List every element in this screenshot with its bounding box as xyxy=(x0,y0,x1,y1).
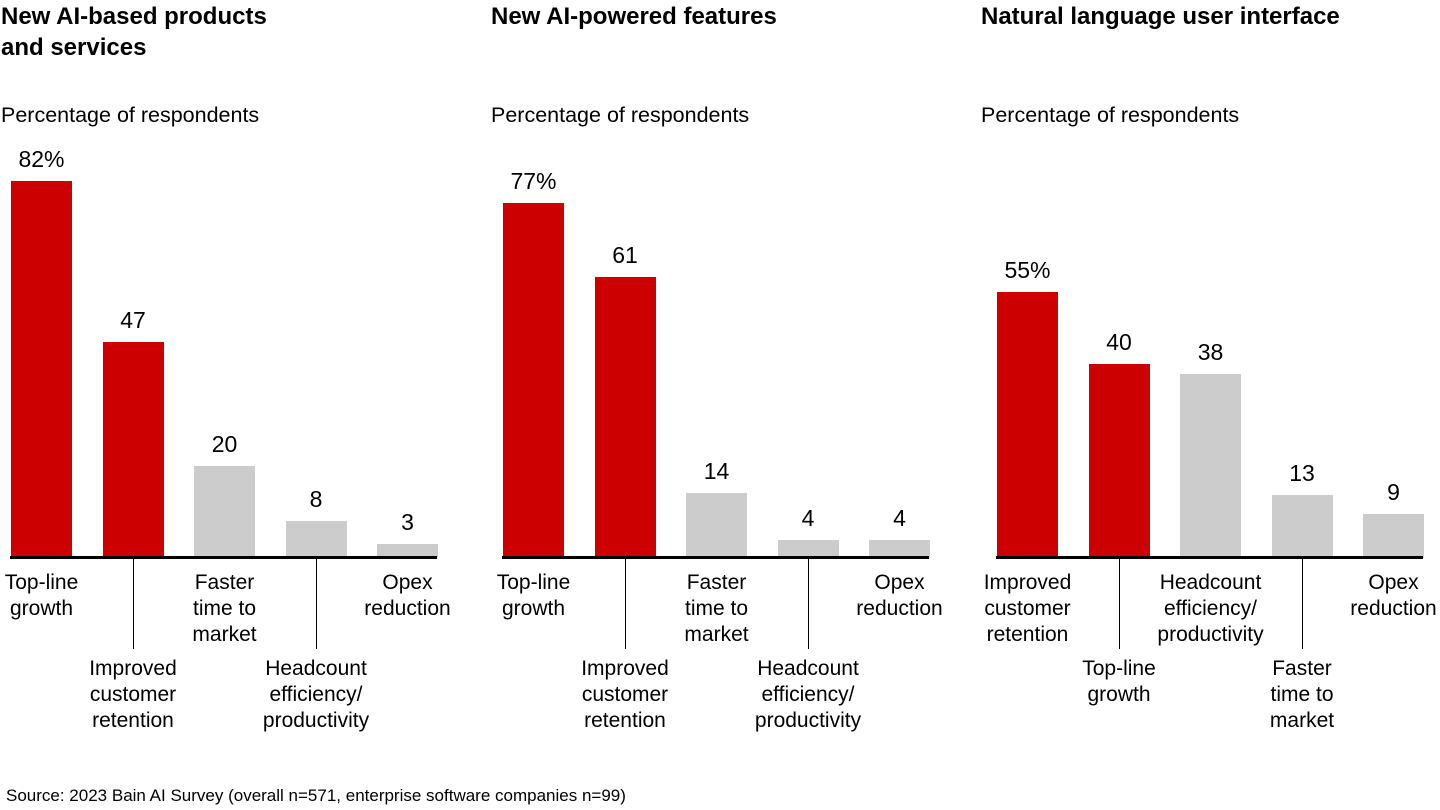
plot-area: 77% 61 14 4 4 xyxy=(502,139,930,559)
bar-value-label: 47 xyxy=(120,307,146,333)
category-label: Opex reduction xyxy=(856,571,943,620)
chart-subtitle: Percentage of respondents xyxy=(1,103,260,127)
category-label: Top-line growth xyxy=(4,571,79,620)
leader-line xyxy=(808,559,809,649)
bar xyxy=(1180,374,1241,558)
leader-line xyxy=(625,559,626,649)
bar-value-label: 4 xyxy=(893,505,906,531)
chart-subtitle: Percentage of respondents xyxy=(981,103,1240,127)
plot-area: 82% 47 20 8 3 xyxy=(10,139,438,559)
category-label: Headcount efficiency/ productivity xyxy=(754,657,862,732)
bar-value-label: 38 xyxy=(1197,339,1224,365)
bar-value-label: 13 xyxy=(1289,460,1315,486)
bar-value-label: 8 xyxy=(309,486,323,512)
bar-value-label: 9 xyxy=(1387,479,1400,505)
category-label: Top-line growth xyxy=(1082,657,1156,706)
category-label: Faster time to market xyxy=(1269,657,1335,732)
bar-value-label: 4 xyxy=(801,505,815,531)
bar xyxy=(594,277,656,558)
category-label: Top-line growth xyxy=(496,571,571,620)
x-axis-line xyxy=(10,556,437,559)
category-label: Headcount efficiency/ productivity xyxy=(262,657,370,732)
bar-value-label: 20 xyxy=(211,431,238,457)
chart-title: Natural language user interface xyxy=(981,3,1340,30)
category-label: Faster time to market xyxy=(684,571,749,646)
bar xyxy=(194,466,255,558)
bar-value-label: 82% xyxy=(18,146,65,172)
leader-line xyxy=(316,559,317,649)
chart-new-ai-products-services: New AI-based products and services Perce… xyxy=(0,0,460,760)
bar xyxy=(377,544,438,558)
bar xyxy=(997,292,1058,558)
leader-line xyxy=(1302,559,1303,649)
chart-natural-language-ui: Natural language user interface Percenta… xyxy=(980,0,1440,760)
category-label: Opex reduction xyxy=(1350,571,1437,620)
bar-value-label: 40 xyxy=(1106,329,1132,355)
x-axis-line xyxy=(502,556,929,559)
bar xyxy=(503,203,564,558)
bar xyxy=(1271,495,1333,558)
chart-title: New AI-powered features xyxy=(491,3,777,30)
bar-value-label: 61 xyxy=(612,242,638,268)
x-axis-line xyxy=(996,556,1423,559)
bar xyxy=(1088,364,1150,558)
source-note: Source: 2023 Bain AI Survey (overall n=5… xyxy=(6,786,626,805)
chart-subtitle: Percentage of respondents xyxy=(491,103,750,127)
bar xyxy=(285,521,347,558)
leader-line xyxy=(133,559,134,649)
category-label: Headcount efficiency/ productivity xyxy=(1157,571,1264,646)
bar-value-label: 3 xyxy=(401,509,414,535)
bar xyxy=(11,181,72,558)
chart-title: New AI-based products and services xyxy=(1,3,267,61)
bar xyxy=(686,493,747,558)
category-label: Improved customer retention xyxy=(89,657,177,732)
bar-value-label: 55% xyxy=(1004,257,1051,283)
category-label: Improved customer retention xyxy=(983,571,1072,646)
plot-area: 55% 40 38 13 9 xyxy=(996,139,1424,559)
chart-new-ai-powered-features: New AI-powered features Percentage of re… xyxy=(490,0,950,760)
category-label: Faster time to market xyxy=(192,571,257,646)
bar-value-label: 77% xyxy=(510,168,557,194)
category-label: Opex reduction xyxy=(364,571,451,620)
bar xyxy=(102,342,164,558)
bar xyxy=(777,540,839,558)
bar-value-label: 14 xyxy=(703,458,730,484)
category-label: Improved customer retention xyxy=(581,657,669,732)
leader-line xyxy=(1119,559,1120,649)
bar xyxy=(1363,514,1424,558)
bar xyxy=(869,540,930,558)
